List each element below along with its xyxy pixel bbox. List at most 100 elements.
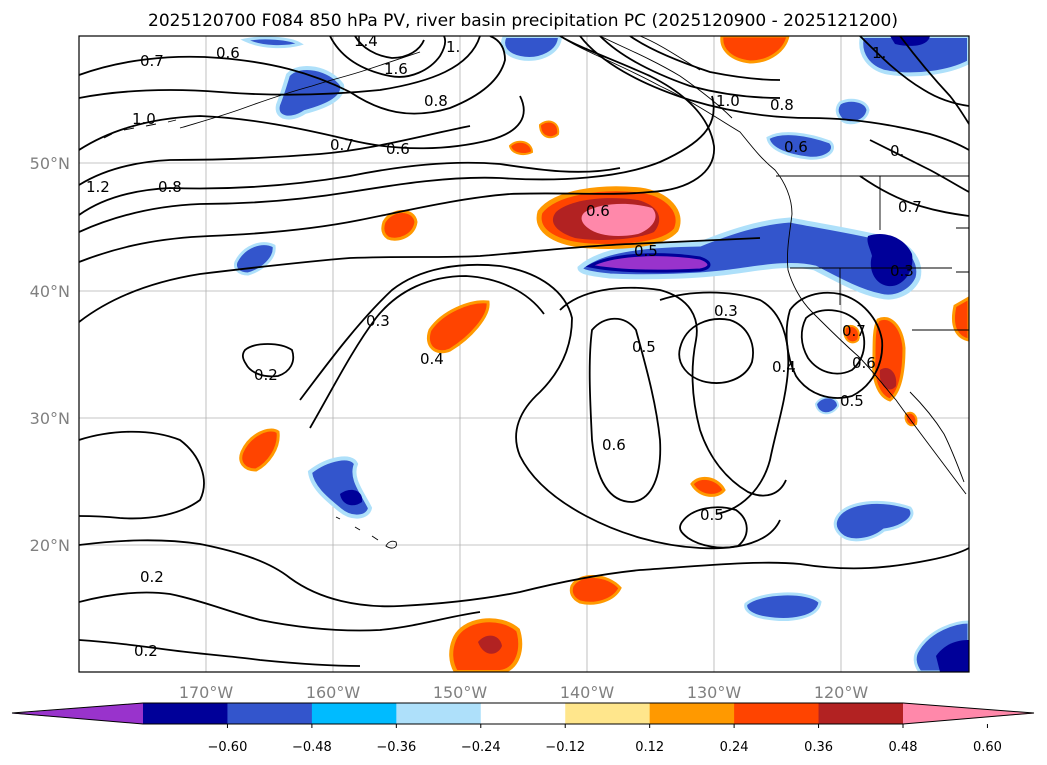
precip-positive-region (508, 140, 534, 155)
lon-label: 130°W (687, 683, 742, 702)
colorbar-tick-label: 0.24 (720, 740, 749, 755)
precip-positive-region (478, 635, 502, 654)
colorbar-segment (649, 703, 735, 724)
precip-positive-region (538, 120, 560, 139)
contour-label: 0.4 (772, 358, 796, 376)
contour-label: 1. (872, 44, 886, 62)
contour-label: 0.5 (634, 242, 658, 260)
contour-label: 1.2 (86, 178, 110, 196)
contour-label: 0.6 (784, 138, 808, 156)
map-title: 2025120700 F084 850 hPa PV, river basin … (148, 11, 898, 31)
precip-negative-region (833, 500, 914, 542)
precip-positive-region (427, 300, 490, 354)
contour-label: 0.5 (840, 392, 864, 410)
colorbar-outline (11, 702, 1035, 725)
precip-negative-region (340, 489, 363, 506)
longitude-labels: 170°W 160°W 150°W 140°W 130°W 120°W (179, 683, 869, 702)
precip-negative-region (240, 36, 304, 49)
precip-positive-region (879, 367, 897, 390)
contour-label: 0.6 (852, 354, 876, 372)
colorbar-tick-label: 0.48 (889, 740, 918, 755)
precip-positive-region (239, 428, 280, 472)
gridlines (79, 36, 969, 672)
colorbar: −0.60 −0.48 −0.36 −0.24 −0.12 0.12 0.24 0.36 0.4… (11, 702, 1035, 755)
latitude-labels: 50°N 40°N 30°N 20°N (30, 154, 70, 555)
precip-negative-region (890, 36, 930, 46)
contour-label: 0.5 (700, 506, 724, 524)
precip-negative-region (814, 396, 840, 415)
colorbar-tick-label: 0.36 (804, 740, 833, 755)
precip-positive-region (690, 476, 726, 497)
contour-label: 0.3 (714, 302, 738, 320)
precip-positive-region (952, 296, 969, 342)
colorbar-segment (903, 703, 1034, 724)
colorbar-segment (12, 703, 143, 724)
contour-label: 0.6 (586, 202, 610, 220)
lon-label: 120°W (814, 683, 869, 702)
colorbar-segment (734, 703, 820, 724)
pv-contours (79, 36, 969, 667)
lon-label: 170°W (179, 683, 234, 702)
precip-negative-region (744, 592, 822, 621)
colorbar-segment (565, 703, 651, 724)
contour-label: 1.0 (716, 92, 740, 110)
precip-negative-region (501, 36, 563, 61)
contour-label: 0.2 (134, 642, 158, 660)
colorbar-tick-label: −0.36 (376, 740, 416, 755)
contour-label: 0.8 (158, 178, 182, 196)
colorbar-tick-label: −0.24 (461, 740, 501, 755)
contour-label: 0.2 (254, 366, 278, 384)
precip-negative-region (936, 640, 969, 672)
plot-area (79, 36, 969, 672)
contour-label: 0.8 (770, 96, 794, 114)
colorbar-segment (396, 703, 482, 724)
contour-label: 0.7 (842, 322, 866, 340)
colorbar-tick-label: −0.48 (292, 740, 332, 755)
lat-label: 50°N (30, 154, 70, 173)
lon-label: 150°W (433, 683, 488, 702)
precip-negative-region (585, 253, 711, 273)
contour-label: 1.0 (132, 110, 156, 128)
precip-negative-region (766, 132, 834, 160)
contour-label: 0.5 (632, 338, 656, 356)
contour-label: 0.3 (366, 312, 390, 330)
coastlines (103, 36, 969, 549)
colorbar-tick-label: −0.12 (545, 740, 585, 755)
colorbar-tick-label: −0.60 (208, 740, 248, 755)
colorbar-segment (227, 703, 313, 724)
precip-negative-region (867, 234, 913, 287)
contour-labels: 0.7 0.6 1.4 1.6 1. 1.0 0.8 0.7 0.6 1.2 0… (86, 32, 922, 660)
contour-label: 0.7 (330, 136, 354, 154)
precipitation-blobs (234, 36, 969, 672)
colorbar-segment (818, 703, 904, 724)
colorbar-segment (480, 703, 566, 724)
lat-label: 20°N (30, 536, 70, 555)
contour-label: 0.7 (898, 198, 922, 216)
contour-label: 0.8 (424, 92, 448, 110)
colorbar-segment (143, 703, 228, 724)
colorbar-tick-label: 0.60 (973, 740, 1002, 755)
lon-label: 140°W (560, 683, 615, 702)
contour-label: 0.3 (890, 262, 914, 280)
precip-positive-region (843, 324, 860, 344)
precip-positive-region (581, 203, 656, 236)
colorbar-segment (311, 703, 397, 724)
contour-label: 0.7 (140, 52, 164, 70)
contour-label: 0. (890, 142, 904, 160)
contour-label: 0.2 (140, 568, 164, 586)
contour-label: 1.6 (384, 60, 408, 78)
contour-label: 0.4 (420, 350, 444, 368)
precip-negative-region (835, 98, 870, 125)
contour-label: 1.4 (354, 32, 378, 50)
colorbar-tick-label: 0.12 (635, 740, 664, 755)
lat-label: 30°N (30, 409, 70, 428)
contour-label: 0.6 (216, 44, 240, 62)
lat-label: 40°N (30, 282, 70, 301)
lon-label: 160°W (306, 683, 361, 702)
precip-positive-region (720, 36, 790, 64)
contour-label: 0.6 (386, 140, 410, 158)
plot-frame (78, 35, 970, 673)
precip-negative-region (577, 217, 922, 300)
contour-label: 1. (446, 38, 460, 56)
precip-positive-region (904, 411, 918, 427)
